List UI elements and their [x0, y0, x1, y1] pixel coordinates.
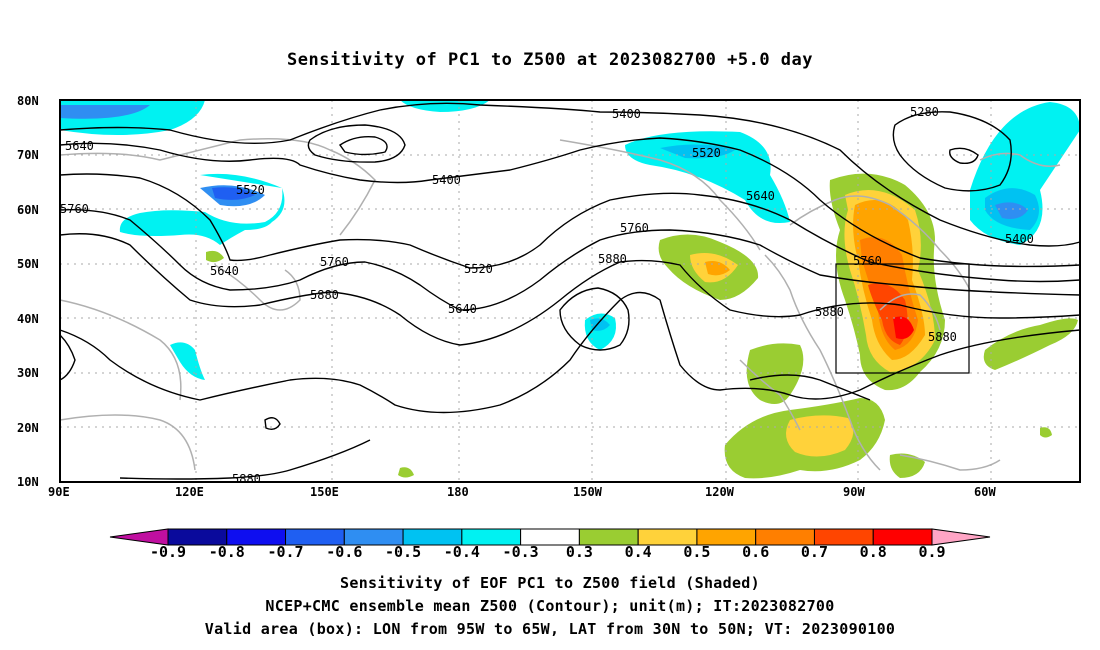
colorbar-label: -0.4 — [444, 543, 480, 561]
contour-label: 5760 — [853, 254, 882, 268]
lon-label-180: 180 — [447, 485, 469, 499]
contour-label: 5520 — [692, 146, 721, 160]
lon-label-150e: 150E — [310, 485, 339, 499]
contour-label: 5400 — [612, 107, 641, 121]
grid-lines — [60, 100, 1080, 482]
lon-label-120e: 120E — [175, 485, 204, 499]
contour-label: 5760 — [320, 255, 349, 269]
contour-label: 5520 — [236, 183, 265, 197]
page-title: Sensitivity of PC1 to Z500 at 2023082700… — [286, 50, 813, 70]
lat-label-80n: 80N — [17, 94, 39, 108]
lon-label-60w: 60W — [974, 485, 996, 499]
contour-label: 5640 — [210, 264, 239, 278]
lat-label-30n: 30N — [17, 366, 39, 380]
contour-labels: 5400 5280 5640 5520 5400 5520 5640 5760 … — [60, 105, 1034, 486]
contour-label: 5880 — [310, 288, 339, 302]
contour-label: 5520 — [464, 262, 493, 276]
caption-shaded: Sensitivity of EOF PC1 to Z500 field (Sh… — [340, 574, 760, 592]
caption-valid-area: Valid area (box): LON from 95W to 65W, L… — [204, 620, 896, 638]
colorbar-right-arrow — [931, 528, 991, 546]
map-frame — [59, 99, 1081, 483]
contour-label: 5880 — [815, 305, 844, 319]
contour-label: 5640 — [65, 139, 94, 153]
colorbar-label: -0.6 — [326, 543, 362, 561]
latitude-labels: 80N 70N 60N 50N 40N 30N 20N 10N — [17, 94, 39, 489]
lat-label-50n: 50N — [17, 257, 39, 271]
colorbar-label: -0.5 — [385, 543, 421, 561]
colorbar: -0.9 -0.8 -0.7 -0.6 -0.5 -0.4 -0.3 0.3 0.4 0.5 0.6… — [109, 528, 991, 561]
lon-label-150w: 150W — [573, 485, 603, 499]
contour-label: 5880 — [598, 252, 627, 266]
colorbar-label: 0.4 — [625, 543, 652, 561]
colorbar-label: -0.8 — [209, 543, 245, 561]
colorbar-label: -0.9 — [150, 543, 186, 561]
caption-contour: NCEP+CMC ensemble mean Z500 (Contour); u… — [265, 597, 835, 615]
longitude-labels: 90E 120E 150E 180 150W 120W 90W 60W — [48, 485, 996, 499]
lat-label-70n: 70N — [17, 148, 39, 162]
contour-label: 5880 — [928, 330, 957, 344]
contour-label: 5760 — [620, 221, 649, 235]
colorbar-label: 0.5 — [683, 543, 710, 561]
lat-label-60n: 60N — [17, 203, 39, 217]
lat-label-20n: 20N — [17, 421, 39, 435]
contour-label: 5400 — [1005, 232, 1034, 246]
z500-contours — [59, 102, 1081, 480]
lon-label-120w: 120W — [705, 485, 735, 499]
lon-label-90w: 90W — [843, 485, 865, 499]
contour-label: 5280 — [910, 105, 939, 119]
colorbar-label: 0.6 — [742, 543, 769, 561]
contour-label: 5760 — [60, 202, 89, 216]
coastlines — [59, 138, 1061, 471]
lat-label-10n: 10N — [17, 475, 39, 489]
colorbar-label: -0.3 — [503, 543, 539, 561]
colorbar-label: -0.7 — [267, 543, 303, 561]
contour-label: 5880 — [232, 472, 261, 486]
colorbar-label: 0.9 — [918, 543, 945, 561]
valid-area-box — [835, 263, 970, 374]
contour-label: 5400 — [432, 173, 461, 187]
shaded-sensitivity — [60, 100, 1080, 479]
colorbar-label: 0.7 — [801, 543, 828, 561]
colorbar-label: 0.3 — [566, 543, 593, 561]
colorbar-label: 0.8 — [860, 543, 887, 561]
contour-label: 5640 — [448, 302, 477, 316]
lon-label-90e: 90E — [48, 485, 70, 499]
contour-label: 5640 — [746, 189, 775, 203]
lat-label-40n: 40N — [17, 312, 39, 326]
